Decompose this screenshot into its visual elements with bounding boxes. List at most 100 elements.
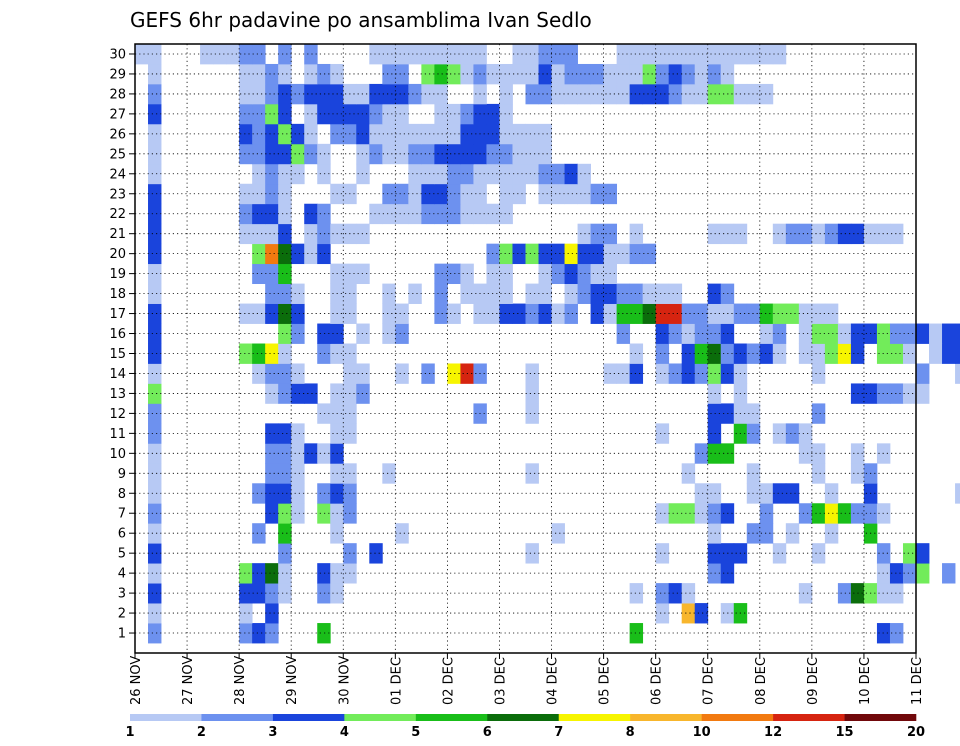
- heatmap-cell: [707, 483, 722, 504]
- heatmap-cell: [148, 503, 162, 524]
- heatmap-cell: [707, 343, 722, 364]
- heatmap-cell: [317, 163, 331, 185]
- heatmap-cell: [681, 63, 696, 85]
- heatmap-cell: [447, 303, 461, 324]
- heatmap-cell: [278, 503, 292, 524]
- heatmap-cell: [629, 283, 644, 304]
- heatmap-cell: [525, 283, 539, 304]
- heatmap-cell: [512, 243, 526, 265]
- y-tick-label: 12: [109, 407, 126, 422]
- plot-frame: [134, 43, 917, 654]
- heatmap-cell: [824, 303, 839, 324]
- heatmap-cell: [148, 223, 162, 245]
- heatmap-cell: [382, 63, 396, 85]
- heatmap-cell: [694, 343, 709, 364]
- heatmap-cell: [447, 183, 461, 205]
- heatmap-cell: [694, 323, 709, 344]
- heatmap-cell: [278, 443, 292, 464]
- heatmap-cell: [317, 403, 331, 424]
- heatmap-cell: [798, 303, 813, 324]
- colorbar-label: 5: [411, 725, 420, 740]
- heatmap-cell: [252, 343, 266, 364]
- heatmap-cell: [239, 623, 253, 644]
- heatmap-cell: [408, 143, 422, 165]
- heatmap-cell: [421, 123, 435, 145]
- heatmap-cell: [408, 123, 422, 145]
- heatmap-cell: [278, 283, 292, 304]
- y-tick-label: 23: [109, 187, 126, 202]
- heatmap-cell: [278, 103, 292, 125]
- heatmap-cell: [252, 223, 266, 245]
- heatmap-cell: [681, 83, 696, 105]
- heatmap-cell: [902, 563, 917, 584]
- y-tick-label: 15: [109, 347, 126, 362]
- heatmap-cell: [681, 363, 696, 384]
- heatmap-cell: [265, 483, 279, 504]
- heatmap-cell: [798, 223, 813, 245]
- heatmap-cell: [291, 303, 305, 324]
- heatmap-cell: [278, 583, 292, 604]
- heatmap-cell: [889, 583, 904, 604]
- heatmap-cell: [707, 283, 722, 304]
- heatmap-cell: [902, 383, 917, 404]
- heatmap-cell: [629, 243, 644, 265]
- heatmap-cell: [278, 423, 292, 444]
- heatmap-cell: [538, 63, 552, 85]
- heatmap-cell: [629, 363, 644, 384]
- heatmap-cell: [811, 463, 826, 484]
- heatmap-cell: [668, 83, 683, 105]
- heatmap-cell: [538, 83, 552, 105]
- heatmap-cell: [798, 583, 813, 604]
- y-tick-label: 21: [109, 227, 126, 242]
- heatmap-cell: [382, 283, 396, 304]
- heatmap-cell: [681, 583, 696, 604]
- heatmap-cell: [239, 123, 253, 145]
- x-tick-label: 04 DEC: [546, 657, 561, 705]
- heatmap-cell: [239, 583, 253, 604]
- heatmap-cell: [551, 44, 565, 65]
- y-tick-label: 8: [118, 487, 126, 502]
- y-tick-label: 13: [109, 387, 126, 402]
- heatmap-cell: [252, 263, 266, 285]
- heatmap-cell: [239, 223, 253, 245]
- x-tick-label: 29 NOV: [285, 656, 300, 705]
- heatmap-cell: [564, 303, 578, 324]
- heatmap-cell: [785, 303, 800, 324]
- heatmap-cell: [889, 343, 904, 364]
- heatmap-cell: [512, 143, 526, 165]
- heatmap-cell: [226, 44, 240, 65]
- heatmap-cell: [512, 44, 526, 65]
- heatmap-cell: [551, 263, 565, 285]
- heatmap-cell: [265, 363, 279, 384]
- x-tick-label: 30 NOV: [337, 656, 352, 705]
- colorbar-swatch: [630, 714, 702, 721]
- heatmap-cell: [811, 303, 826, 324]
- heatmap-cell: [395, 363, 409, 384]
- heatmap-cell: [278, 243, 292, 265]
- x-tick-label: 01 DEC: [389, 657, 404, 705]
- heatmap-cell: [811, 543, 826, 564]
- heatmap-cell: [369, 44, 383, 65]
- heatmap-cell: [317, 503, 331, 524]
- heatmap-cell: [317, 443, 331, 464]
- heatmap-cell: [694, 503, 709, 524]
- colorbar-swatch: [558, 714, 631, 721]
- colorbar-label: 10: [693, 725, 711, 740]
- y-tick-label: 24: [109, 167, 126, 182]
- heatmap-cell: [278, 323, 292, 344]
- heatmap-cell: [525, 243, 539, 265]
- heatmap-cell: [148, 363, 162, 384]
- heatmap-cell: [811, 223, 826, 245]
- heatmap-cell: [668, 283, 683, 304]
- colorbar-swatch: [130, 714, 202, 721]
- heatmap-cell: [252, 363, 266, 384]
- heatmap-cell: [759, 503, 774, 524]
- heatmap-cell: [811, 443, 826, 464]
- heatmap-cell: [642, 303, 657, 324]
- x-tick-label: 09 DEC: [806, 657, 821, 705]
- heatmap-cell: [512, 163, 526, 185]
- heatmap-cell: [538, 123, 552, 145]
- colorbar-label: 4: [340, 725, 349, 740]
- heatmap-cell: [148, 63, 162, 85]
- heatmap-cell: [837, 223, 852, 245]
